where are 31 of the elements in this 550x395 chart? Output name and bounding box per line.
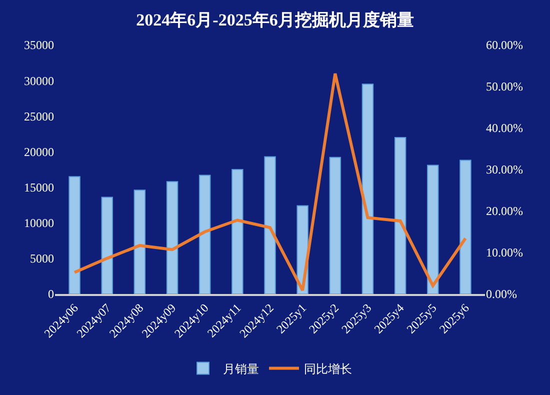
- y-tick-label: 15000: [24, 180, 54, 194]
- bar: [329, 156, 342, 294]
- y-tick-label: 25000: [24, 109, 54, 124]
- y2-tick-label: 30.00%: [486, 162, 523, 177]
- chart-title: 2024年6月-2025年6月挖掘机月度销量: [136, 10, 414, 30]
- y2-tick-label: 60.00%: [486, 38, 523, 52]
- y-tick-label: 30000: [24, 74, 54, 88]
- y-tick-label: 20000: [24, 144, 54, 159]
- bar: [427, 164, 439, 294]
- y2-tick-label: 10.00%: [486, 246, 523, 260]
- bar: [460, 160, 472, 294]
- bar: [394, 136, 406, 294]
- y-tick-label: 5000: [30, 252, 54, 266]
- bar: [68, 176, 80, 294]
- y2-tick-label: 0.00%: [486, 287, 517, 302]
- bar: [264, 156, 276, 294]
- y-tick-label: 10000: [24, 216, 54, 230]
- bar: [198, 174, 211, 294]
- y-tick-label: 35000: [24, 38, 54, 52]
- bar: [362, 84, 374, 294]
- y2-tick-label: 50.00%: [486, 80, 523, 94]
- bar: [101, 196, 113, 294]
- bar: [134, 190, 146, 294]
- legend-label: 同比增长: [304, 362, 352, 376]
- y2-tick-label: 40.00%: [486, 121, 523, 136]
- bar: [232, 169, 244, 294]
- bar: [166, 181, 178, 294]
- y-tick-label: 0: [48, 287, 54, 302]
- line-series: [73, 72, 467, 292]
- y2-tick-label: 20.00%: [486, 204, 523, 218]
- legend-label: 月销量: [223, 362, 259, 376]
